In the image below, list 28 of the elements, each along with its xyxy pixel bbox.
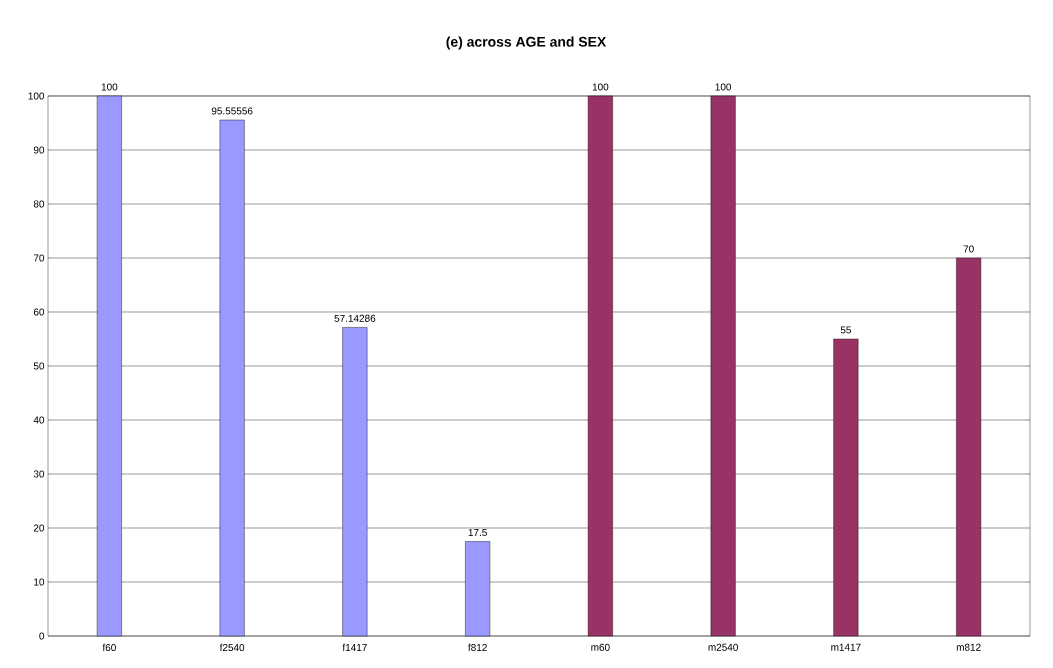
data-label: 100 — [592, 83, 609, 91]
x-tick-label: f1417 — [342, 643, 367, 651]
y-tick-label: 60 — [33, 308, 45, 316]
y-tick-label: 80 — [33, 200, 45, 208]
data-label: 100 — [715, 83, 732, 91]
y-tick-label: 0 — [39, 632, 45, 640]
data-label: 95.55556 — [211, 107, 253, 115]
data-label: 55 — [840, 326, 852, 334]
data-label: 70 — [963, 245, 974, 253]
y-tick-label: 70 — [33, 254, 45, 262]
x-tick-label: m812 — [956, 643, 981, 651]
x-tick-label: f812 — [468, 643, 487, 652]
x-tick-label: m2540 — [708, 643, 738, 651]
x-tick-label: f60 — [102, 643, 116, 652]
data-label: 100 — [101, 83, 118, 91]
data-label: 17.5 — [468, 529, 487, 536]
chart-title: (e) across AGE and SEX — [446, 36, 607, 50]
data-label: 57.14286 — [334, 314, 376, 322]
y-tick-label: 100 — [28, 92, 45, 100]
x-tick-label: f2540 — [219, 643, 245, 652]
y-tick-label: 30 — [33, 470, 45, 478]
y-tick-label: 90 — [33, 146, 45, 154]
y-tick-label: 50 — [33, 362, 45, 370]
y-tick-label: 10 — [34, 578, 45, 586]
y-tick-label: 20 — [33, 524, 45, 532]
x-tick-label: m1417 — [831, 643, 861, 651]
y-tick-label: 40 — [33, 416, 45, 424]
x-tick-label: m60 — [591, 643, 610, 651]
